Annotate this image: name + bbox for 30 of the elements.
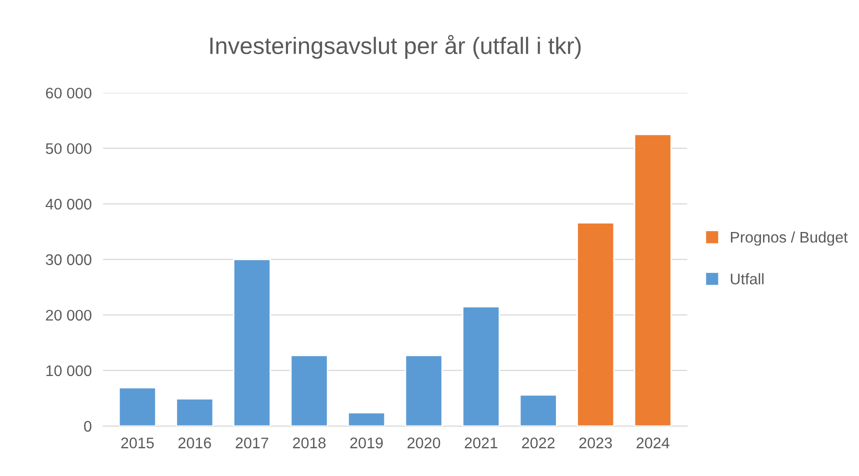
x-tick-label: 2020 xyxy=(408,438,440,448)
y-tick-label: 60 000 xyxy=(46,88,92,99)
x-tick-label: 2022 xyxy=(522,438,555,448)
x-tick-label: 2015 xyxy=(121,438,154,448)
bar xyxy=(634,134,672,426)
y-tick-label: 30 000 xyxy=(46,254,92,266)
bar xyxy=(404,354,443,426)
bar xyxy=(118,387,156,426)
legend-label: Utfall xyxy=(730,273,764,284)
bar xyxy=(290,354,328,426)
x-tick-label: 2017 xyxy=(236,438,268,448)
bar xyxy=(347,412,386,426)
bar xyxy=(519,394,558,426)
y-tick-label: 40 000 xyxy=(46,198,92,210)
y-tick-label: 50 000 xyxy=(46,143,92,154)
x-tick-label: 2021 xyxy=(464,438,498,448)
legend-label: Prognos / Budget xyxy=(730,231,848,246)
x-tick-label: 2023 xyxy=(579,438,612,448)
x-tick-label: 2016 xyxy=(178,438,212,448)
x-tick-label: 2018 xyxy=(293,438,326,448)
y-tick-label: 0 xyxy=(84,420,92,432)
chart-title: Investeringsavslut per år (utfall i tkr) xyxy=(210,34,581,59)
bar xyxy=(576,222,615,426)
bar xyxy=(176,398,214,426)
x-tick-label: 2019 xyxy=(350,438,383,448)
y-tick-label: 10 000 xyxy=(46,365,92,376)
y-tick-label: 20 000 xyxy=(46,310,92,321)
x-tick-label: 2024 xyxy=(636,438,670,448)
bar xyxy=(462,306,500,426)
bar xyxy=(232,258,271,426)
